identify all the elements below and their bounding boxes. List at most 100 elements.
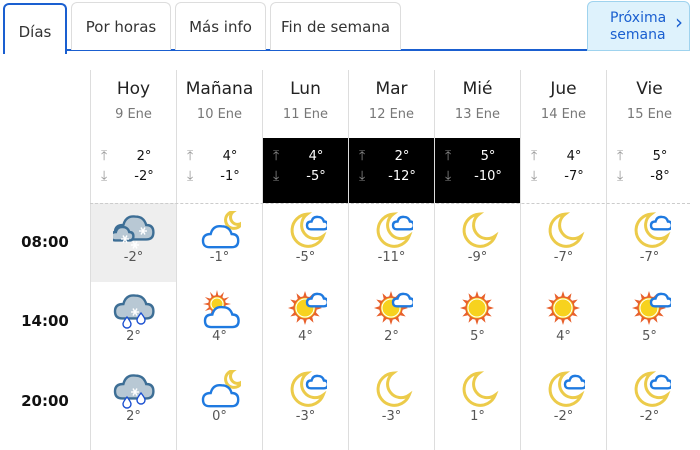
day-date: 12 Ene: [368, 107, 415, 122]
hour-cell[interactable]: -11°: [349, 203, 434, 282]
day-date: 9 Ene: [115, 107, 152, 122]
hour-cell[interactable]: -2°: [521, 362, 606, 441]
day-name: Mañana: [185, 79, 254, 99]
hour-temp: -7°: [553, 250, 574, 265]
day-name: Vie: [636, 79, 663, 99]
max-temp: 2°: [394, 149, 410, 164]
day-date: 15 Ene: [626, 107, 673, 122]
min-max: ⤒ 4° ⤓ -5°: [263, 138, 348, 203]
hour-temp: -2°: [553, 409, 574, 424]
min-temp: -5°: [306, 169, 326, 184]
time-label: 20:00: [21, 392, 69, 410]
arrow-up-icon: ⤒: [101, 148, 108, 164]
hour-temp: -2°: [639, 409, 660, 424]
arrow-up-icon: ⤒: [187, 148, 194, 164]
hour-cell[interactable]: -3°: [349, 362, 434, 441]
arrow-up-icon: ⤒: [531, 148, 538, 164]
min-max: ⤒ 4° ⤓ -1°: [177, 138, 262, 203]
hour-cell[interactable]: 2°: [91, 362, 176, 441]
hour-cell[interactable]: -5°: [263, 203, 348, 282]
hour-temp: -5°: [295, 250, 316, 265]
arrow-up-icon: ⤒: [359, 148, 366, 164]
max-temp: 4°: [222, 149, 238, 164]
day-column[interactable]: Hoy 9 Ene ⤒ 2° ⤓ -2°: [90, 70, 176, 450]
tab-mas-info[interactable]: Más info: [175, 2, 266, 50]
hour-temp: 2°: [126, 409, 141, 424]
day-date: 10 Ene: [196, 107, 243, 122]
hour-temp: 0°: [212, 409, 227, 424]
min-temp: -8°: [650, 169, 670, 184]
day-name: Lun: [290, 79, 321, 99]
day-date: 13 Ene: [454, 107, 501, 122]
hour-cell[interactable]: 4°: [521, 282, 606, 361]
min-max: ⤒ 2° ⤓ -2°: [91, 138, 176, 203]
day-column[interactable]: Mar 12 Ene ⤒ 2° ⤓ -12°: [348, 70, 434, 450]
hour-temp: 4°: [556, 329, 571, 344]
min-max: ⤒ 5° ⤓ -10°: [435, 138, 520, 203]
arrow-up-icon: ⤒: [273, 148, 280, 164]
min-temp: -2°: [134, 169, 154, 184]
hour-temp: 4°: [212, 329, 227, 344]
hour-temp: 5°: [470, 329, 485, 344]
hour-cell[interactable]: 0°: [177, 362, 262, 441]
min-max: ⤒ 4° ⤓ -7°: [521, 138, 606, 203]
hour-cell[interactable]: -3°: [263, 362, 348, 441]
day-column[interactable]: Mañana 10 Ene ⤒ 4° ⤓ -1°: [176, 70, 262, 450]
arrow-down-icon: ⤓: [101, 168, 108, 184]
hour-cell[interactable]: 2°: [349, 282, 434, 361]
next-week-label-1: Próxima: [610, 10, 667, 26]
hour-cell[interactable]: -2°: [91, 203, 176, 282]
time-label: 14:00: [21, 312, 69, 330]
next-week-label-2: semana: [610, 27, 666, 43]
arrow-down-icon: ⤓: [617, 168, 624, 184]
hour-temp: 5°: [642, 329, 657, 344]
tab-fin-de-semana[interactable]: Fin de semana: [270, 2, 401, 50]
arrow-down-icon: ⤓: [187, 168, 194, 184]
hour-temp: -3°: [295, 409, 316, 424]
arrow-up-icon: ⤒: [445, 148, 452, 164]
hour-cell[interactable]: 1°: [435, 362, 520, 441]
hour-temp: -7°: [639, 250, 660, 265]
min-temp: -10°: [474, 169, 502, 184]
hour-cell[interactable]: -7°: [607, 203, 692, 282]
hour-temp: -3°: [381, 409, 402, 424]
day-column[interactable]: Vie 15 Ene ⤒ 5° ⤓ -8°: [606, 70, 692, 450]
hour-cell[interactable]: -9°: [435, 203, 520, 282]
tab-dias[interactable]: Días: [3, 3, 67, 54]
hour-cell[interactable]: 5°: [607, 282, 692, 361]
hour-cell[interactable]: 4°: [263, 282, 348, 361]
hour-cell[interactable]: 4°: [177, 282, 262, 361]
tab-underline: [66, 49, 690, 51]
min-temp: -1°: [220, 169, 240, 184]
arrow-down-icon: ⤓: [273, 168, 280, 184]
hour-cell[interactable]: -1°: [177, 203, 262, 282]
chevron-right-icon: ›: [675, 10, 683, 34]
hour-temp: -2°: [123, 250, 144, 265]
hour-temp: 2°: [384, 329, 399, 344]
min-max: ⤒ 5° ⤓ -8°: [607, 138, 692, 203]
max-temp: 2°: [136, 149, 152, 164]
day-date: 11 Ene: [282, 107, 329, 122]
hour-cell[interactable]: -7°: [521, 203, 606, 282]
day-name: Mar: [375, 79, 408, 99]
day-column[interactable]: Jue 14 Ene ⤒ 4° ⤓ -7°: [520, 70, 606, 450]
max-temp: 4°: [566, 149, 582, 164]
hour-temp: 1°: [470, 409, 485, 424]
hour-cell[interactable]: 5°: [435, 282, 520, 361]
max-temp: 5°: [652, 149, 668, 164]
arrow-down-icon: ⤓: [531, 168, 538, 184]
next-week-button[interactable]: Próxima semana ›: [587, 1, 690, 51]
time-label: 08:00: [21, 233, 69, 251]
hour-temp: -9°: [467, 250, 488, 265]
min-temp: -7°: [564, 169, 584, 184]
hour-cell[interactable]: 2°: [91, 282, 176, 361]
arrow-up-icon: ⤒: [617, 148, 624, 164]
tab-por-horas[interactable]: Por horas: [71, 2, 171, 50]
day-column[interactable]: Mié 13 Ene ⤒ 5° ⤓ -10°: [434, 70, 520, 450]
hour-temp: -1°: [209, 250, 230, 265]
hour-temp: -11°: [377, 250, 406, 265]
divider: [90, 203, 690, 204]
hour-cell[interactable]: -2°: [607, 362, 692, 441]
day-name: Hoy: [116, 79, 151, 99]
day-column[interactable]: Lun 11 Ene ⤒ 4° ⤓ -5°: [262, 70, 348, 450]
